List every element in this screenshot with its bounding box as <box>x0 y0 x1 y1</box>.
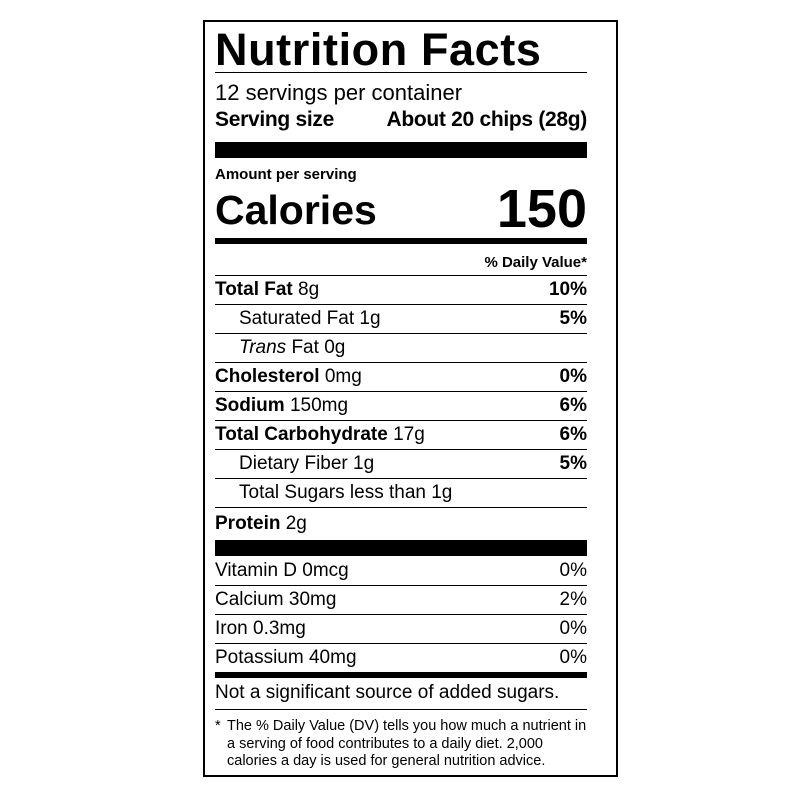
servings-per-container: 12 servings per container <box>215 80 463 105</box>
nutrient-name: Saturated Fat <box>239 308 355 329</box>
nutrient-name: Total Fat <box>215 279 293 300</box>
nutrient-row-cholesterol: Cholesterol 0mg 0% <box>215 363 587 392</box>
calories-section: Amount per serving Calories 150 <box>215 158 587 239</box>
nutrient-dv: 5% <box>559 308 587 329</box>
nutrient-row-trans-fat: Trans Fat 0g <box>215 334 587 363</box>
serving-size-label: Serving size <box>215 108 334 131</box>
nutrient-row-sodium: Sodium 150mg 6% <box>215 392 587 421</box>
serving-size: Serving size About 20 chips (28g) <box>215 108 587 132</box>
nutrient-amount: 1g <box>353 453 375 474</box>
nutrient-row-protein: Protein 2g <box>215 508 587 540</box>
nutrient-dv: 6% <box>559 424 587 445</box>
divider-thick <box>215 142 587 158</box>
nutrient-row-total-fat: Total Fat 8g 10% <box>215 276 587 305</box>
divider-thick <box>215 540 587 556</box>
nutrient-dv: 0% <box>559 366 587 387</box>
nutrient-amount: 17g <box>393 424 425 445</box>
nutrient-name: Dietary Fiber <box>239 453 348 474</box>
nutrient-name: Total Sugars <box>239 482 345 503</box>
nutrient-amount: 150mg <box>289 395 349 416</box>
nutrient-name: Sodium <box>215 395 285 416</box>
amount-per-serving: Amount per serving <box>215 166 357 183</box>
divider-medium <box>215 672 587 678</box>
micronutrient-row-vitamin-d: Vitamin D 0mcg 0% <box>215 556 587 586</box>
nutrient-name-suffix: Fat <box>291 337 319 358</box>
footnote: * The % Daily Value (DV) tells you how m… <box>215 710 587 771</box>
nutrient-amount: 1g <box>359 308 381 329</box>
nutrient-dv: 10% <box>548 279 587 300</box>
divider-medium <box>215 238 587 244</box>
nutrient-amount: less than 1g <box>349 482 453 503</box>
nutrient-row-total-sugars: Total Sugars less than 1g <box>215 479 587 508</box>
daily-value-header: % Daily Value* <box>215 244 587 276</box>
serving-size-value: About 20 chips (28g) <box>386 108 587 131</box>
calories-value: 150 <box>496 179 587 239</box>
micronutrient-row-potassium: Potassium 40mg 0% <box>215 644 587 672</box>
nutrition-facts-label: Nutrition Facts 12 servings per containe… <box>203 20 618 777</box>
nutrient-row-dietary-fiber: Dietary Fiber 1g 5% <box>215 450 587 479</box>
footnote-marker: * <box>215 718 221 734</box>
micronutrient-row-calcium: Calcium 30mg 2% <box>215 586 587 615</box>
calories-label: Calories <box>215 187 377 233</box>
nutrient-amount: 8g <box>298 279 320 300</box>
added-sugars-note: Not a significant source of added sugars… <box>215 678 587 710</box>
nutrient-row-saturated-fat: Saturated Fat 1g 5% <box>215 305 587 334</box>
label-title: Nutrition Facts <box>215 22 587 75</box>
nutrient-name: Total Carbohydrate <box>215 424 388 445</box>
micronutrient-dv: 0% <box>559 647 587 668</box>
nutrient-amount: 0mg <box>324 366 362 387</box>
micronutrient-dv: 0% <box>559 618 587 639</box>
nutrient-name: Trans <box>239 337 287 358</box>
micronutrient-text: Iron 0.3mg <box>215 618 306 639</box>
footnote-text: The % Daily Value (DV) tells you how muc… <box>227 718 587 769</box>
nutrient-row-total-carbohydrate: Total Carbohydrate 17g 6% <box>215 421 587 450</box>
nutrient-amount: 2g <box>285 513 307 534</box>
servings-section: 12 servings per container Serving size A… <box>215 73 587 142</box>
nutrient-name: Cholesterol <box>215 366 320 387</box>
nutrient-name: Protein <box>215 513 281 534</box>
micronutrient-text: Vitamin D 0mcg <box>215 559 349 581</box>
nutrient-amount: 0g <box>324 337 346 358</box>
micronutrient-text: Calcium 30mg <box>215 589 337 610</box>
nutrient-dv: 5% <box>559 453 587 474</box>
micronutrient-text: Potassium 40mg <box>215 647 357 668</box>
micronutrient-dv: 2% <box>559 589 587 610</box>
micronutrient-dv: 0% <box>559 559 587 581</box>
nutrient-dv: 6% <box>559 395 587 416</box>
micronutrient-row-iron: Iron 0.3mg 0% <box>215 615 587 644</box>
